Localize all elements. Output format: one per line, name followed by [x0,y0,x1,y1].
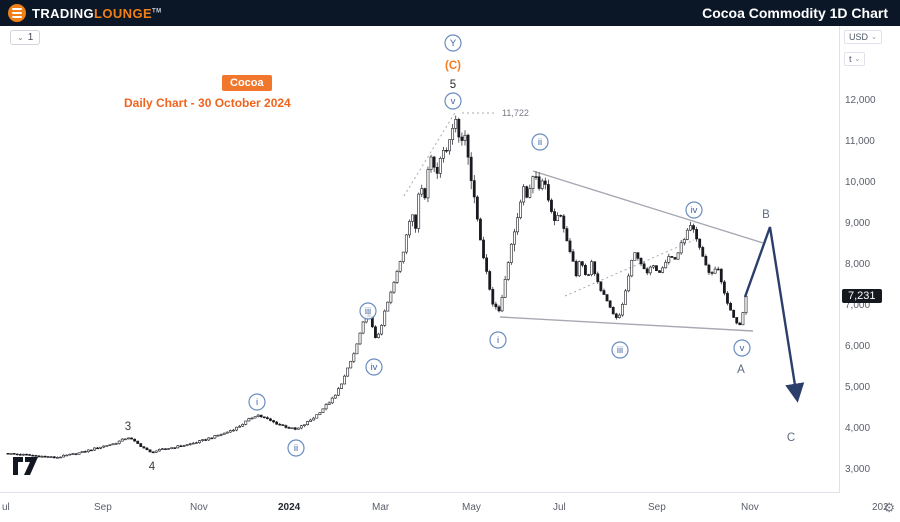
chart-subtitle: Daily Chart - 30 October 2024 [124,96,291,110]
time-tick: 202 [872,502,889,513]
currency-dropdown[interactable]: USD ⌄ [844,30,882,44]
trendlines[interactable] [403,110,764,332]
currency-label: USD [849,32,869,42]
chart-plot-area[interactable] [0,26,840,493]
svg-text:3: 3 [125,421,131,433]
brand-trading: TRADING [32,5,95,21]
time-tick: Mar [372,502,390,513]
svg-text:iii: iii [617,345,623,356]
wave-label[interactable]: i [489,331,507,349]
wave-label[interactable]: 3 [125,421,131,433]
chevron-down-icon: ⌄ [17,33,24,42]
price-tick: 7,000 [845,300,871,311]
forecast-arrow[interactable] [743,226,805,403]
wave-label[interactable]: 4 [149,461,156,473]
tradinglounge-logo-icon [8,4,26,22]
wave-label[interactable]: C [787,432,795,444]
wave-label[interactable]: (C) [445,60,461,72]
settings-gear-icon[interactable]: ⚙ [883,500,895,515]
svg-text:i: i [497,335,499,346]
svg-text:v: v [451,96,456,107]
interval-dropdown[interactable]: ⌄ 1 [10,30,41,45]
wave-label[interactable]: 5 [450,79,456,91]
time-tick: Sep [94,502,112,513]
price-tick: 4,000 [845,423,871,434]
time-tick: May [462,502,481,513]
price-axis[interactable]: USD ⌄ t ⌄ 12,000 11,000 10,000 9,000 8,000 7,… [841,26,900,493]
interval-label: 1 [27,32,34,43]
wave-label[interactable]: iv [685,201,703,219]
svg-text:iv: iv [371,362,378,373]
brand-lounge: LOUNGE [94,5,153,21]
price-tick: 6,000 [845,341,871,352]
price-tick: 10,000 [845,177,876,188]
unit-label: t [849,54,852,64]
wave-label[interactable]: v [733,339,751,357]
wave-label[interactable]: iii [611,341,629,359]
svg-text:A: A [737,364,745,376]
svg-text:ii: ii [538,137,542,148]
wave-label[interactable]: ii [287,439,305,457]
cocoa-badge: Cocoa [222,75,272,91]
wave-label[interactable]: i [248,393,266,411]
time-tick: 2024 [278,502,301,513]
chevron-down-icon: ⌄ [854,56,861,63]
svg-text:v: v [740,343,745,354]
time-tick: Nov [741,502,759,513]
page-title: Cocoa Commodity 1D Chart [702,5,888,21]
candles-series [6,115,748,459]
price-tick: 9,000 [845,218,871,229]
peak-price-label: 11,722 [502,108,529,118]
price-tick: 8,000 [845,259,871,270]
svg-text:(C): (C) [445,60,461,72]
time-tick: Sep [648,502,666,513]
app-header: TRADINGLOUNGETM Cocoa Commodity 1D Chart [0,0,900,26]
svg-text:iv: iv [691,205,698,216]
time-tick: ul [2,502,10,513]
time-axis[interactable]: ul Sep Nov 2024 Mar May Jul Sep Nov 202 ⚙ [0,494,900,522]
brand-text: TRADINGLOUNGETM [32,6,162,21]
brand-trademark: TM [152,8,162,15]
time-tick: Jul [553,502,566,513]
svg-text:5: 5 [450,79,456,91]
tradinglounge-logo: TRADINGLOUNGETM [8,4,162,22]
svg-text:B: B [762,209,770,221]
tradingview-logo[interactable] [12,455,42,482]
wave-label[interactable]: v [444,92,462,110]
svg-text:i: i [256,397,258,408]
time-tick: Nov [190,502,208,513]
svg-text:C: C [787,432,795,444]
wave-label[interactable]: ii [531,133,549,151]
price-tick: 3,000 [845,464,871,475]
wave-label[interactable]: A [737,364,745,376]
unit-dropdown[interactable]: t ⌄ [844,52,866,66]
wave-label[interactable]: Y [444,34,462,52]
svg-text:Y: Y [450,38,457,49]
wave-label[interactable]: iv [365,358,383,376]
wave-label[interactable]: iii [359,302,377,320]
svg-text:4: 4 [149,461,156,473]
wave-label[interactable]: B [762,209,770,221]
price-tick: 12,000 [845,95,876,106]
price-tick: 5,000 [845,382,871,393]
price-tick: 11,000 [845,136,875,147]
svg-text:ii: ii [294,443,298,454]
chevron-down-icon: ⌄ [871,34,877,41]
last-price-badge: 7,231 [842,289,882,303]
svg-text:iii: iii [365,306,371,317]
